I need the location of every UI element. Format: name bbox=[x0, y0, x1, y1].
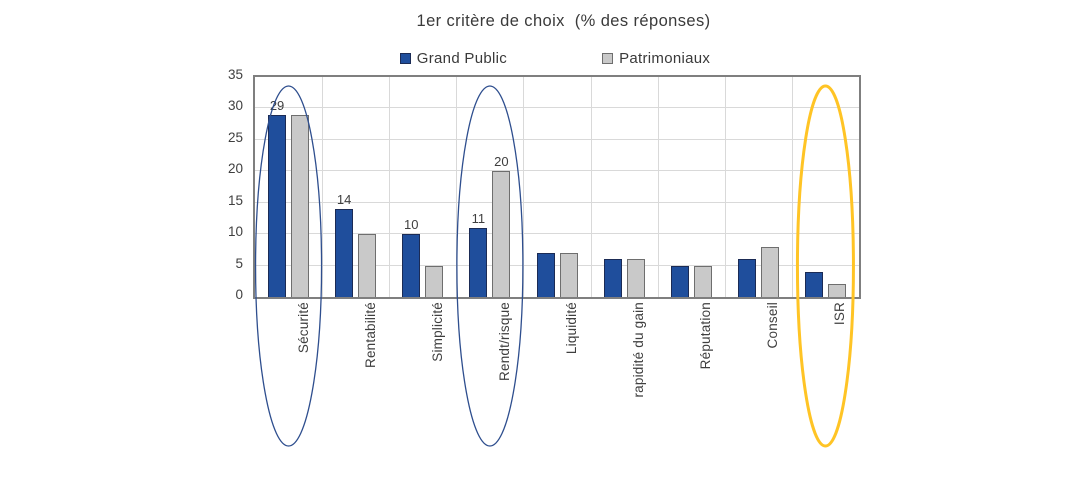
bar-value-label: 20 bbox=[494, 154, 509, 170]
gridline-vertical bbox=[456, 77, 458, 297]
gridline-horizontal bbox=[255, 107, 859, 109]
x-category-label: Rentabilité bbox=[362, 302, 378, 368]
x-category-label: Rendt/risque bbox=[496, 302, 512, 381]
bar-value-label: 10 bbox=[404, 217, 419, 233]
bar-grand-public bbox=[402, 234, 421, 297]
legend-item-grand-public: Grand Public bbox=[399, 50, 508, 67]
bar-patrimoniaux bbox=[827, 284, 846, 297]
gridline-horizontal bbox=[255, 138, 859, 140]
plot-area: 29 14 10 11 20 bbox=[253, 75, 861, 299]
gridline-vertical bbox=[523, 77, 525, 297]
bar-grand-public bbox=[536, 253, 555, 297]
bar-grand-public bbox=[603, 259, 622, 297]
gridline-vertical bbox=[791, 77, 793, 297]
bar-grand-public bbox=[804, 271, 823, 297]
gridline-horizontal bbox=[255, 201, 859, 203]
x-category-label: Liquidité bbox=[564, 302, 579, 355]
gridline-horizontal bbox=[255, 233, 859, 235]
bar-value-label: 14 bbox=[336, 192, 352, 207]
bar-patrimoniaux bbox=[559, 253, 578, 297]
gridline-vertical bbox=[389, 77, 391, 297]
bar-grand-public bbox=[670, 265, 689, 297]
x-category-label: Conseil bbox=[765, 302, 781, 349]
x-category-label: Réputation bbox=[698, 302, 714, 370]
legend-label-grand-public: Grand Public bbox=[416, 50, 508, 67]
y-tick-label: 25 bbox=[227, 129, 243, 145]
bar-patrimoniaux bbox=[425, 265, 444, 297]
bar-grand-public bbox=[268, 114, 287, 297]
y-tick-label: 10 bbox=[227, 224, 243, 240]
y-tick-label: 0 bbox=[235, 287, 243, 302]
x-category-label: rapidité du gain bbox=[631, 302, 647, 398]
bar-grand-public bbox=[335, 209, 354, 297]
bar-patrimoniaux bbox=[291, 114, 310, 297]
y-tick-label: 5 bbox=[235, 255, 243, 271]
legend-swatch-grand-public bbox=[399, 53, 411, 64]
legend-label-patrimoniaux: Patrimoniaux bbox=[619, 50, 711, 67]
x-category-label: Simplicité bbox=[429, 302, 445, 362]
legend-swatch-patrimoniaux bbox=[602, 53, 614, 64]
bar-patrimoniaux bbox=[492, 171, 511, 297]
y-tick-label: 35 bbox=[227, 67, 243, 82]
bar-patrimoniaux bbox=[693, 265, 712, 297]
y-tick-label: 15 bbox=[227, 192, 243, 208]
gridline-vertical bbox=[590, 77, 592, 297]
x-category-label: Sécurité bbox=[295, 302, 311, 354]
bar-grand-public bbox=[469, 227, 488, 297]
x-category-label: ISR bbox=[832, 302, 848, 326]
y-tick-label: 30 bbox=[227, 98, 243, 114]
bar-value-label: 29 bbox=[269, 97, 285, 113]
gridline-vertical bbox=[657, 77, 659, 297]
bar-grand-public bbox=[737, 259, 756, 297]
gridline-vertical bbox=[724, 77, 726, 297]
y-tick-label: 20 bbox=[227, 161, 243, 177]
chart-title: 1er critère de choix (% des réponses) bbox=[416, 12, 711, 30]
gridline-horizontal bbox=[255, 170, 859, 172]
gridline-vertical bbox=[322, 77, 324, 297]
bar-patrimoniaux bbox=[626, 259, 645, 297]
legend-item-patrimoniaux: Patrimoniaux bbox=[602, 50, 710, 67]
legend: Grand Public Patrimoniaux bbox=[253, 50, 857, 67]
bar-patrimoniaux bbox=[358, 234, 377, 297]
gridline-horizontal bbox=[255, 264, 859, 266]
bar-patrimoniaux bbox=[760, 246, 779, 297]
